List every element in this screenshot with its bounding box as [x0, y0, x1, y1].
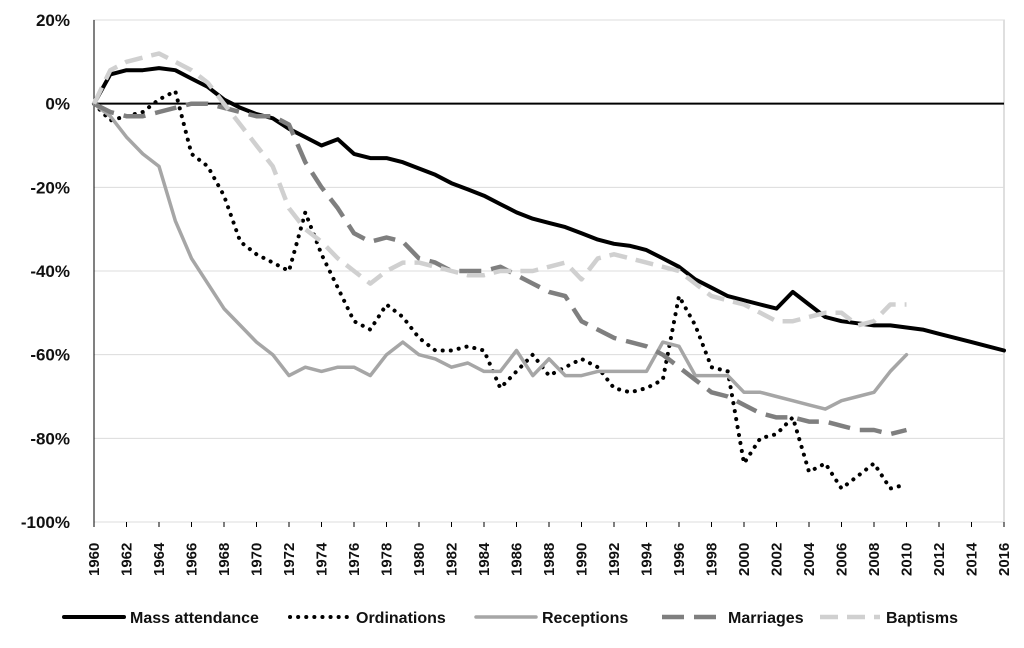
- x-tick-label: 2008: [866, 543, 883, 576]
- series-lines: [91, 51, 1006, 491]
- legend: Mass attendance Ordinations Receptions Marr…: [62, 610, 958, 627]
- x-tick-label: 1960: [86, 543, 103, 576]
- y-tick-label: 0%: [45, 95, 70, 114]
- legend-label: Ordinations: [356, 610, 446, 627]
- x-tick-labels: 1960 1962 1964 1966 1968 1970 1972 1974 1976 1978…: [86, 522, 1013, 576]
- x-tick-label: 2012: [931, 543, 948, 576]
- y-tick-label: -80%: [30, 429, 70, 448]
- legend-label: Mass attendance: [130, 610, 259, 627]
- x-tick-label: 2010: [899, 543, 916, 576]
- y-tick-label: 20%: [36, 11, 70, 30]
- x-tick-label: 2014: [964, 542, 981, 576]
- gridlines: [94, 19, 1004, 523]
- x-tick-label: 2016: [996, 543, 1013, 576]
- x-tick-label: 1994: [639, 542, 656, 576]
- x-tick-label: 1990: [574, 543, 591, 576]
- series-line-ordinations: [92, 89, 909, 491]
- x-tick-label: 2002: [769, 543, 786, 576]
- y-tick-label: -40%: [30, 262, 70, 281]
- x-tick-label: 1988: [541, 543, 558, 576]
- legend-label: Receptions: [542, 610, 628, 627]
- y-tick-label: -20%: [30, 178, 70, 197]
- x-tick-label: 1962: [119, 543, 136, 576]
- legend-label: Baptisms: [886, 610, 958, 627]
- x-tick-label: 2000: [736, 543, 753, 576]
- series-line-receptions: [92, 101, 909, 411]
- x-tick-label: 1964: [151, 542, 168, 576]
- x-tick-label: 1986: [509, 543, 526, 576]
- x-tick-label: 1972: [281, 543, 298, 576]
- y-tick-labels: 20% 0% -20% -40% -60% -80% -100%: [21, 11, 70, 532]
- x-tick-label: 1966: [184, 543, 201, 576]
- x-tick-label: 1978: [379, 543, 396, 576]
- x-tick-label: 1968: [216, 543, 233, 576]
- x-tick-label: 1982: [444, 543, 461, 576]
- x-tick-label: 1992: [606, 543, 623, 576]
- series-line-baptisms: [91, 51, 907, 328]
- x-tick-label: 1974: [314, 542, 331, 576]
- x-tick-label: 1996: [671, 543, 688, 576]
- x-tick-label: 1980: [411, 543, 428, 576]
- y-tick-label: -100%: [21, 513, 70, 532]
- y-tick-label: -60%: [30, 346, 70, 365]
- x-tick-label: 2006: [834, 543, 851, 576]
- x-tick-label: 1998: [704, 543, 721, 576]
- x-tick-label: 1984: [476, 542, 493, 576]
- legend-label: Marriages: [728, 610, 804, 627]
- series-line-mass-attendance: [92, 66, 1006, 353]
- series-line-marriages: [92, 101, 908, 437]
- x-tick-label: 2004: [801, 542, 818, 576]
- x-tick-label: 1970: [249, 543, 266, 576]
- x-tick-label: 1976: [346, 543, 363, 576]
